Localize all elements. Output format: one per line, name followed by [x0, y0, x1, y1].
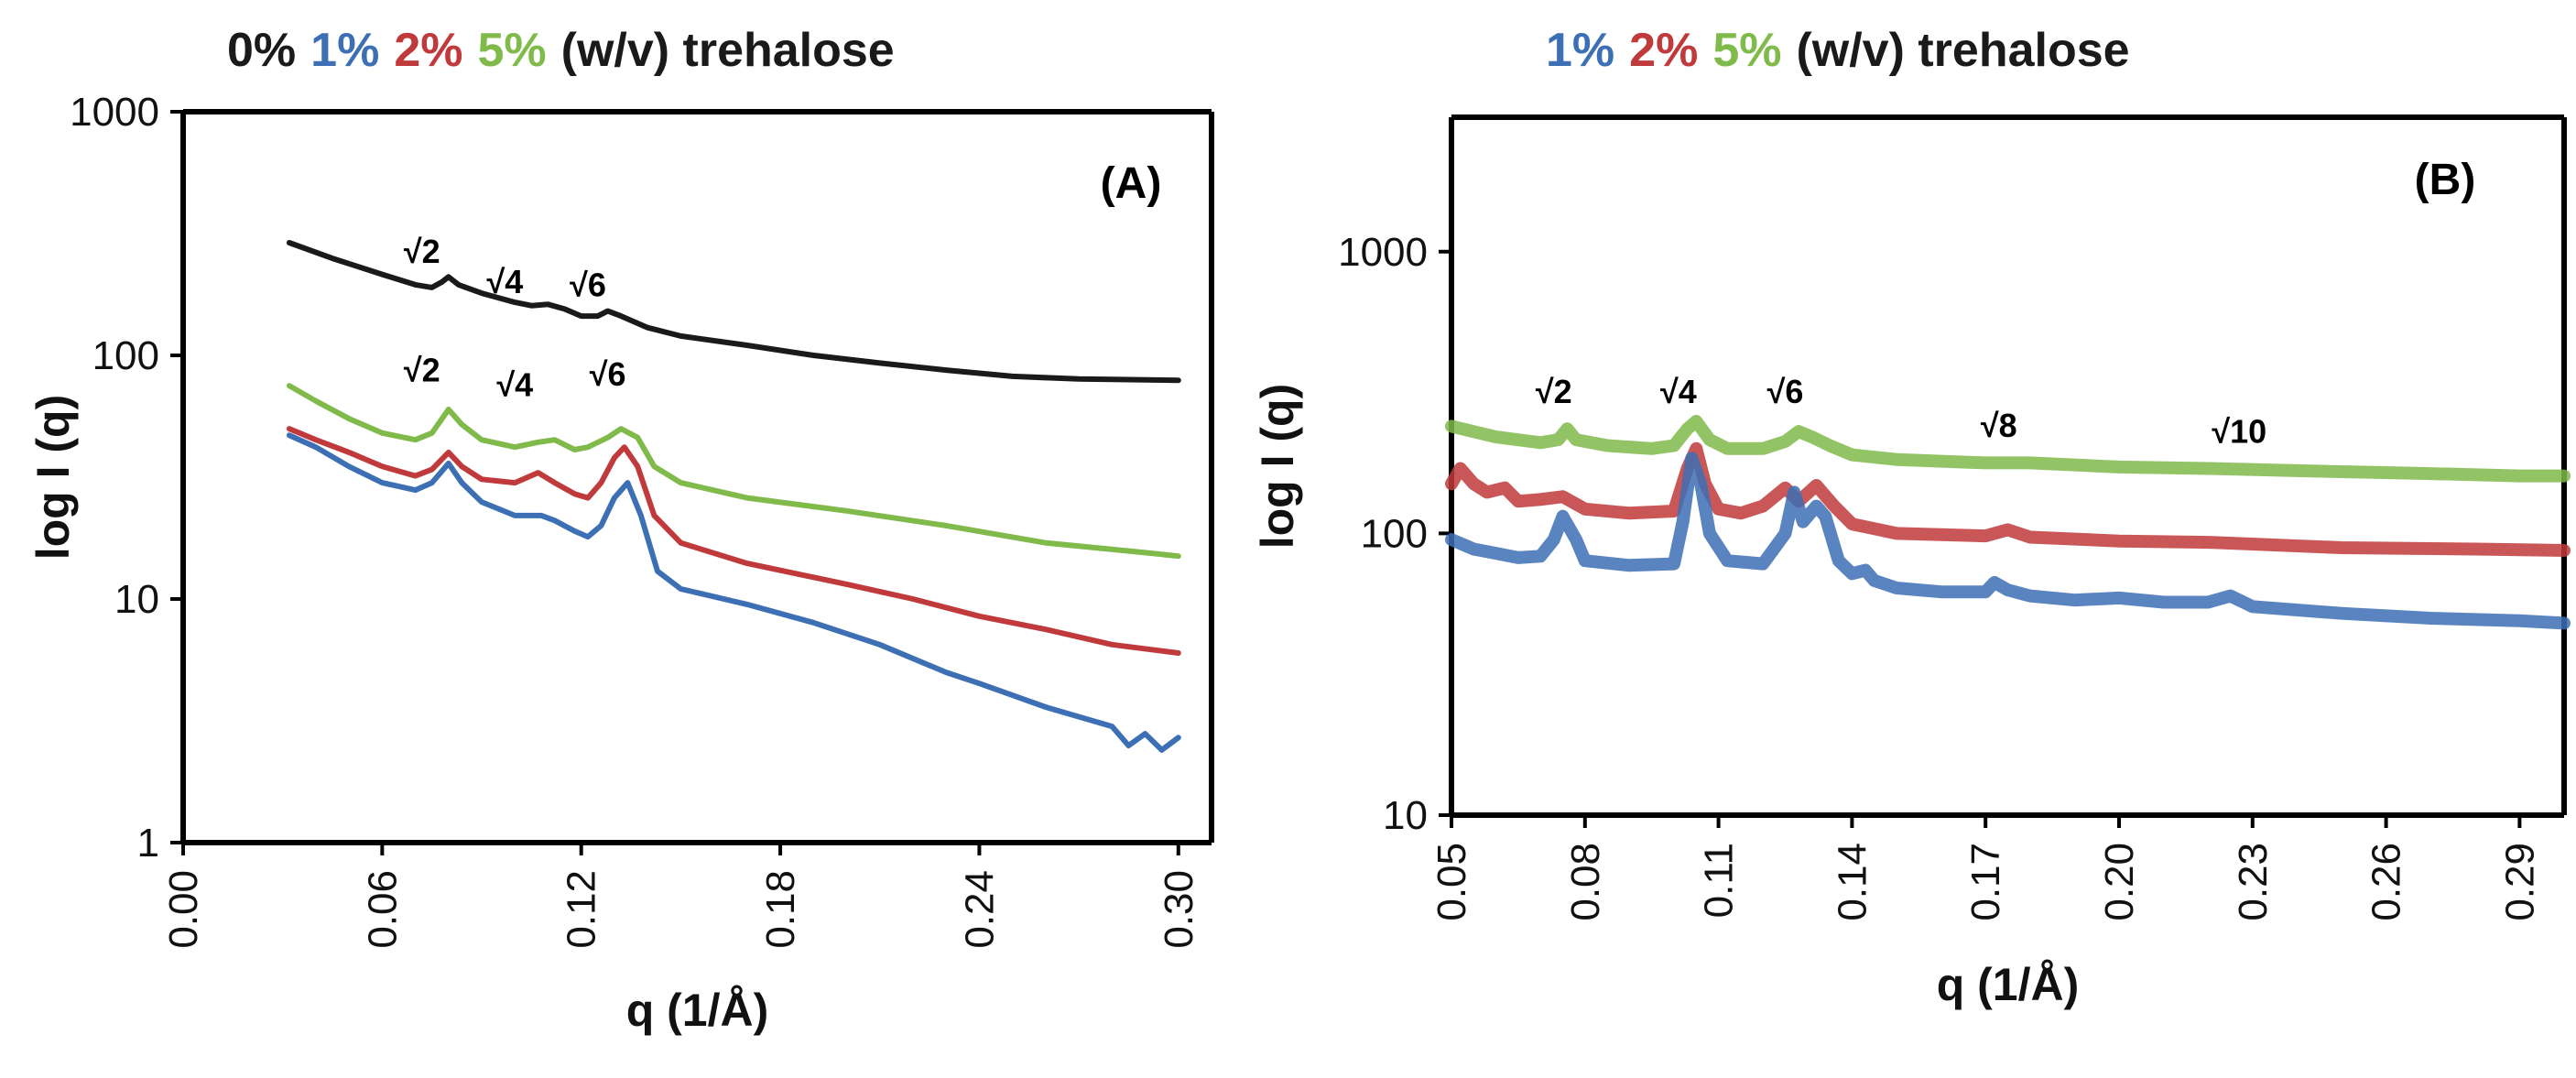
x-tick-label: 0.00: [161, 870, 206, 949]
peak-annotation: √2: [404, 352, 440, 389]
x-tick-label: 0.23: [2231, 843, 2276, 921]
title-part-2: 5%: [1712, 24, 1781, 77]
y-tick-label: 1000: [1338, 230, 1428, 275]
x-tick-label: 0.24: [957, 870, 1002, 949]
x-tick-label: 0.12: [560, 870, 604, 949]
x-axis-title: q (1/Å): [626, 985, 769, 1036]
y-tick-label: 10: [1383, 793, 1428, 838]
y-tick-label: 10: [114, 577, 159, 622]
panel-b: 1% 2% 5% (w/v) trehalose 10 100 1000 0.05 0.08 0.…: [1252, 24, 2571, 1010]
panel-label: (A): [1101, 159, 1162, 208]
series-line-1pct: [1445, 452, 2571, 630]
x-tick-label: 0.29: [2497, 843, 2542, 921]
series-line-0pct: [286, 240, 1181, 384]
title-part-0: 0%: [227, 24, 296, 77]
title-part-4: (w/v) trehalose: [561, 24, 895, 77]
chart-title: 1% 2% 5% (w/v) trehalose: [1546, 24, 2130, 77]
y-tick-label: 100: [1361, 511, 1428, 556]
chart-title: 0% 1% 2% 5% (w/v) trehalose: [227, 24, 895, 77]
title-part-1: 1%: [310, 24, 379, 77]
series-line-5pct: [1445, 415, 2571, 483]
x-tick-label: 0.26: [2364, 843, 2409, 921]
peak-annotation: √6: [1767, 373, 1804, 410]
series-line-2pct: [286, 426, 1181, 656]
series-line-1pct: [286, 432, 1181, 753]
peak-annotation: √6: [590, 355, 626, 393]
x-axis-title: q (1/Å): [1937, 959, 2080, 1010]
x-tick-label: 0.11: [1697, 843, 1742, 918]
y-tick-label: 1: [137, 821, 159, 866]
series-line-5pct: [286, 383, 1181, 560]
x-tick-label: 0.20: [2097, 843, 2142, 921]
peak-annotation: √10: [2212, 412, 2266, 450]
x-tick-label: 0.08: [1563, 843, 1608, 921]
x-tick-label: 0.30: [1157, 870, 1201, 949]
x-tick-label: 0.17: [1963, 843, 2008, 921]
y-axis-title: log I (q): [27, 395, 79, 561]
x-tick-label: 0.14: [1830, 843, 1875, 921]
title-part-3: 5%: [477, 24, 546, 77]
x-tick-label: 0.18: [758, 870, 803, 949]
y-axis-title: log I (q): [1252, 384, 1303, 550]
peak-annotation: √4: [496, 366, 533, 404]
peak-annotation: √2: [1536, 373, 1572, 410]
peak-annotation: √2: [404, 233, 440, 270]
title-part-1: 2%: [1629, 24, 1698, 77]
x-tick-label: 0.05: [1429, 843, 1474, 921]
peak-annotation: √8: [1981, 407, 2017, 444]
panel-a: 0% 1% 2% 5% (w/v) trehalose 1 10 100 1000 0.00 0.0…: [27, 24, 1214, 1036]
x-tick-label: 0.06: [360, 870, 405, 949]
title-part-3: (w/v) trehalose: [1796, 24, 2129, 77]
peak-annotation: √6: [570, 266, 606, 303]
y-tick-label: 100: [92, 333, 159, 378]
peak-annotation: √4: [486, 263, 523, 300]
title-part-0: 1%: [1546, 24, 1614, 77]
y-tick-label: 1000: [70, 90, 159, 135]
series-line-2pct: [1445, 441, 2571, 557]
panel-label: (B): [2415, 156, 2476, 204]
title-part-2: 2%: [394, 24, 462, 77]
peak-annotation: √4: [1660, 373, 1697, 410]
